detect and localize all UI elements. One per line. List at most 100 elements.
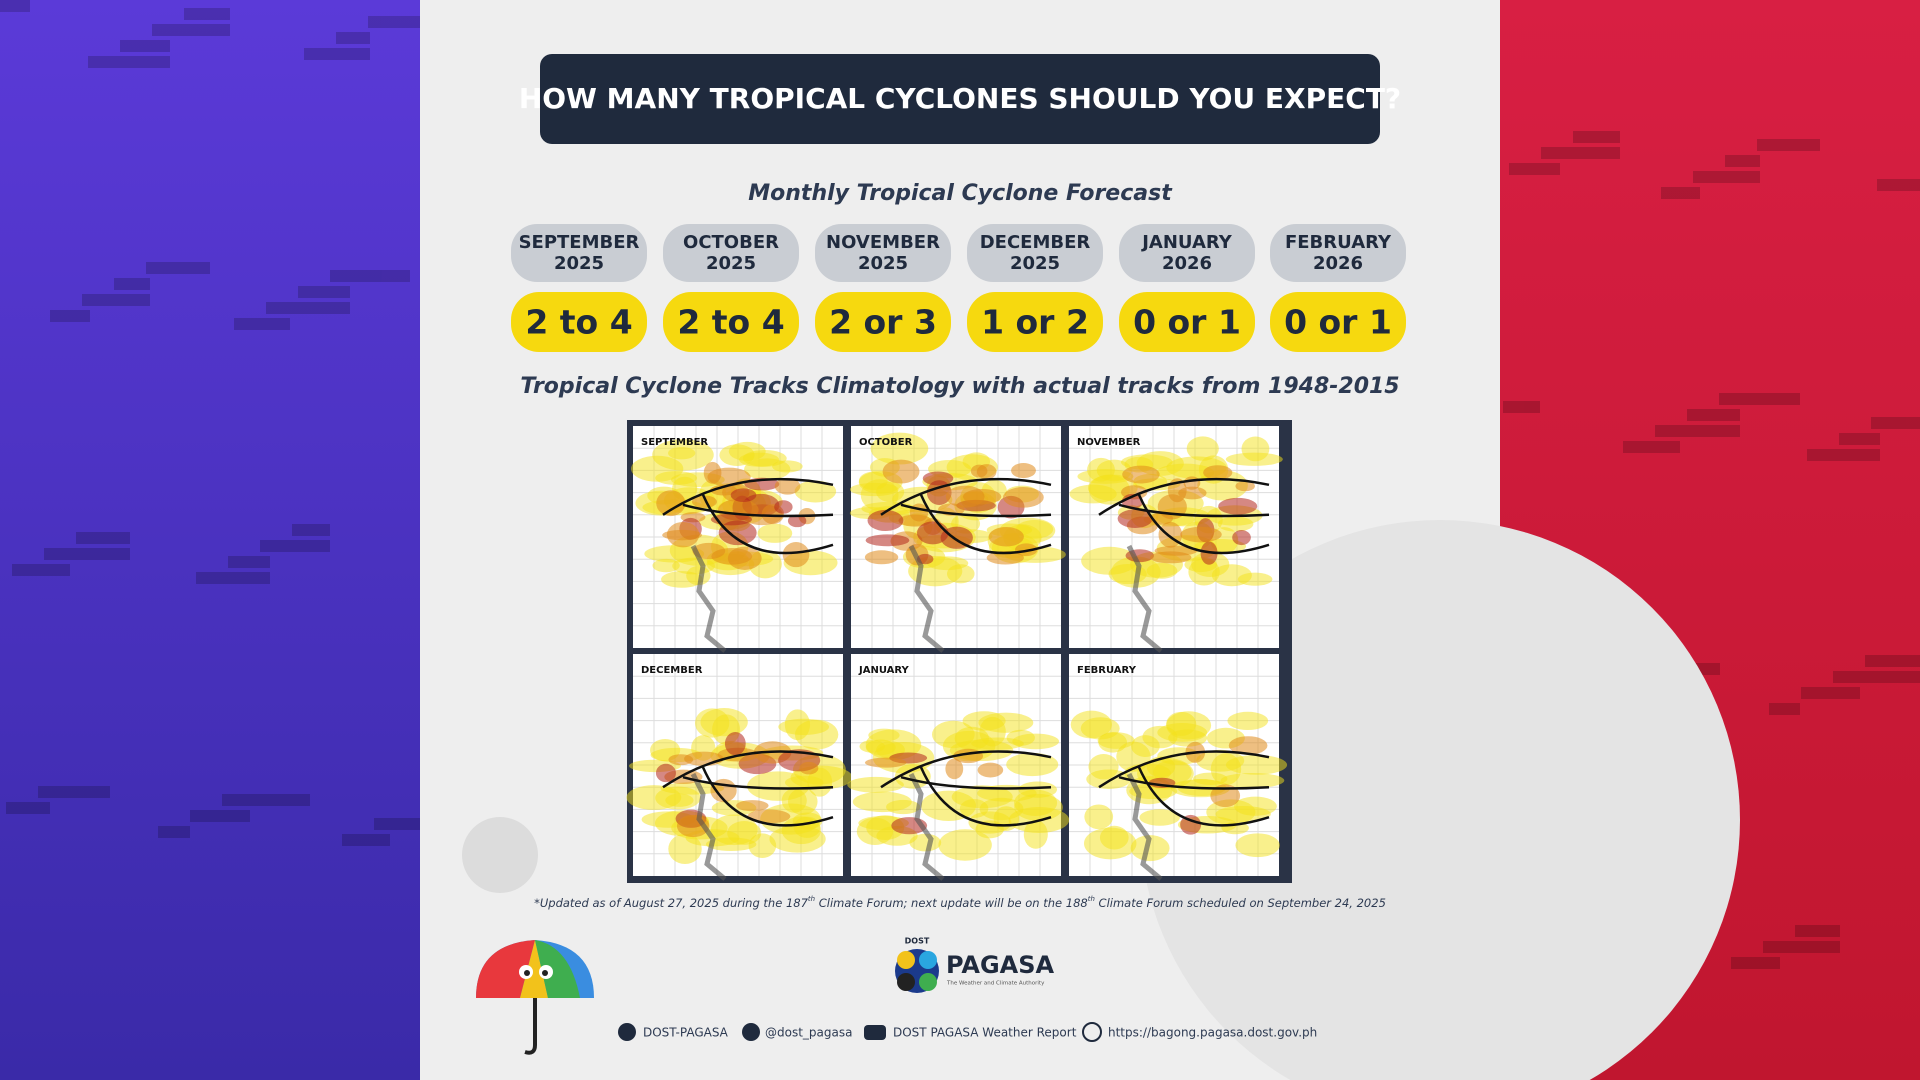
track-density <box>945 485 985 508</box>
mascot <box>476 940 594 1055</box>
texture-block <box>1687 409 1740 421</box>
track-density <box>1012 733 1060 750</box>
logo-tagline: The Weather and Climate Authority <box>946 981 1045 987</box>
track-density <box>747 809 791 824</box>
map-label: SEPTEMBER <box>641 437 708 448</box>
month-pill <box>967 224 1103 282</box>
texture-block <box>1801 687 1860 699</box>
track-density <box>1180 526 1222 543</box>
texture-block <box>1877 179 1920 191</box>
track-density <box>1235 833 1280 858</box>
track-density <box>1122 465 1160 484</box>
track-density <box>710 513 753 526</box>
mean-track <box>919 494 1052 555</box>
philippines <box>1126 544 1163 653</box>
track-density <box>787 514 807 528</box>
count-pill <box>815 292 951 352</box>
track-density <box>986 551 1024 565</box>
texture-block <box>1693 171 1760 183</box>
social-x: @dost_pagasa <box>765 1026 852 1040</box>
map-label: JANUARY <box>858 665 910 676</box>
texture-block <box>50 310 90 322</box>
track-density <box>1156 463 1215 482</box>
track-density <box>882 459 920 484</box>
month-label: OCTOBER <box>683 232 779 253</box>
track-density <box>867 509 904 532</box>
logo-name: PAGASA <box>946 951 1055 979</box>
texture-block <box>184 8 230 20</box>
texture-block <box>1833 671 1920 683</box>
texture-block <box>120 40 170 52</box>
track-density <box>1220 772 1285 789</box>
mean-track <box>880 477 1052 516</box>
forecast-subtitle: Monthly Tropical Cyclone Forecast <box>748 181 1173 206</box>
texture-block <box>228 556 270 568</box>
track-density <box>916 521 949 545</box>
texture-block <box>1763 941 1840 953</box>
texture-block <box>114 278 150 290</box>
track-density <box>976 464 997 480</box>
track-density <box>1003 487 1044 508</box>
texture-block <box>152 24 230 36</box>
texture-block <box>1871 417 1920 429</box>
track-density <box>666 521 700 548</box>
social-web: https://bagong.pagasa.dost.gov.ph <box>1108 1026 1317 1040</box>
track-density <box>1154 545 1198 556</box>
texture-block <box>1573 131 1620 143</box>
year-label: 2025 <box>858 253 908 274</box>
map-panel: NOVEMBER <box>1069 426 1283 653</box>
map-panel: OCTOBER <box>849 426 1066 653</box>
footnote-text: Climate Forum scheduled on September 24,… <box>1095 896 1386 910</box>
mean-track <box>682 775 834 790</box>
track-density <box>988 526 1024 547</box>
track-density <box>799 761 819 775</box>
track-density <box>1117 509 1153 529</box>
philippines <box>690 772 727 881</box>
texture-block <box>304 48 370 60</box>
texture-block <box>292 524 330 536</box>
texture-block <box>234 318 290 330</box>
mean-track <box>701 766 834 827</box>
track-density <box>782 542 810 568</box>
track-density <box>794 719 839 750</box>
year-label: 2025 <box>1010 253 1060 274</box>
mean-track <box>919 766 1052 827</box>
philippines <box>908 544 945 653</box>
texture-block <box>1807 449 1880 461</box>
track-density <box>652 558 680 573</box>
year-label: 2026 <box>1162 253 1212 274</box>
track-density <box>977 762 1004 778</box>
track-density <box>1232 530 1251 546</box>
track-density <box>700 707 748 737</box>
track-density <box>864 757 907 768</box>
track-density <box>1210 784 1241 808</box>
texture-block <box>1865 655 1920 667</box>
count-pill <box>511 292 647 352</box>
texture-block <box>1731 957 1780 969</box>
philippines <box>1126 772 1163 881</box>
map-label: DECEMBER <box>641 665 703 676</box>
count-pill <box>1119 292 1255 352</box>
track-density <box>1218 497 1258 515</box>
month-pill <box>511 224 647 282</box>
track-density <box>668 754 694 766</box>
mean-track <box>701 494 834 555</box>
track-density <box>1227 711 1269 731</box>
texture-block <box>190 810 250 822</box>
track-density <box>979 716 1006 747</box>
climatology-title: Tropical Cyclone Tracks Climatology with… <box>520 374 1399 399</box>
track-density <box>1203 465 1233 480</box>
track-density <box>703 461 722 484</box>
texture-block <box>368 16 430 28</box>
track-density <box>1225 452 1283 466</box>
mean-track <box>662 750 834 789</box>
track-density <box>1097 732 1135 749</box>
texture-block <box>330 270 410 282</box>
month-pill <box>663 224 799 282</box>
youtube-icon <box>864 1025 886 1040</box>
decor-dot <box>462 817 538 893</box>
year-label: 2025 <box>706 253 756 274</box>
texture-block <box>1541 147 1620 159</box>
count-label: 0 or 1 <box>1284 303 1392 342</box>
track-density <box>736 800 769 812</box>
